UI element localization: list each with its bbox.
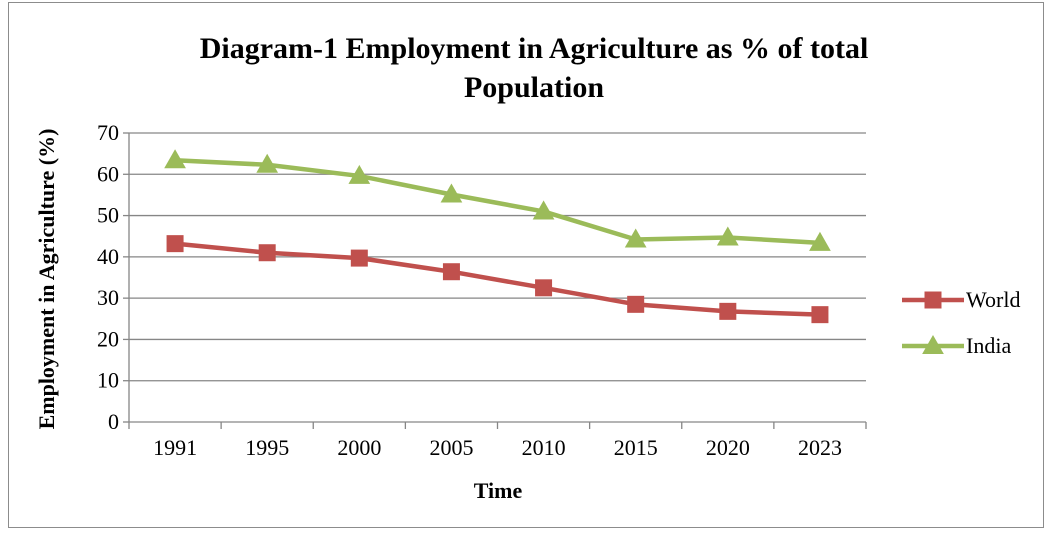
- legend-label-world: World: [966, 287, 1020, 312]
- data-point-india: [809, 231, 831, 251]
- series: [164, 149, 831, 324]
- y-tick-label: 50: [97, 203, 119, 228]
- data-point-india: [164, 149, 186, 169]
- x-tick-label: 2015: [614, 435, 658, 460]
- line-chart: Diagram-1 Employment in Agriculture as %…: [34, 32, 1020, 503]
- chart-title-line-1: Diagram-1 Employment in Agriculture as %…: [200, 32, 869, 65]
- x-axis-title: Time: [474, 478, 523, 503]
- x-tick-label: 2023: [798, 435, 842, 460]
- y-tick-label: 20: [97, 326, 119, 351]
- x-tick-label: 1991: [153, 435, 197, 460]
- y-tick-label: 30: [97, 285, 119, 310]
- data-point-world: [442, 263, 460, 281]
- x-tick-labels: 1991 1995 2000 2005 2010 2015 2020 2023: [153, 435, 842, 460]
- y-tick-label: 10: [97, 368, 119, 393]
- legend-marker-world: [924, 291, 942, 309]
- y-tick-label: 70: [97, 120, 119, 145]
- gridlines: [129, 132, 866, 382]
- data-point-world: [811, 306, 829, 324]
- data-point-india: [532, 200, 555, 220]
- y-tick-label: 40: [97, 244, 119, 269]
- legend-label-india: India: [966, 333, 1011, 358]
- data-point-india: [624, 228, 647, 248]
- x-tick-label: 1995: [245, 435, 289, 460]
- data-point-world: [719, 302, 737, 320]
- y-tick-label: 60: [97, 161, 119, 186]
- y-tick-labels: 0 10 20 30 40 50 60 70: [97, 120, 119, 434]
- data-point-india: [348, 164, 371, 184]
- x-tick-label: 2000: [337, 435, 381, 460]
- data-point-world: [350, 249, 368, 267]
- data-point-india: [716, 226, 739, 246]
- series-line-world: [174, 241, 821, 317]
- x-tick-label: 2005: [429, 435, 473, 460]
- x-tick-label: 2010: [522, 435, 566, 460]
- chart-frame: Diagram-1 Employment in Agriculture as %…: [8, 2, 1044, 528]
- data-point-india: [256, 153, 279, 173]
- axes: [123, 132, 867, 429]
- data-point-world: [627, 295, 645, 313]
- chart-title-line-2: Population: [464, 71, 604, 104]
- legend: World India: [902, 287, 1020, 358]
- data-point-world: [258, 244, 276, 262]
- x-tick-label: 2020: [706, 435, 750, 460]
- legend-marker-india: [922, 334, 944, 354]
- y-tick-label: 0: [108, 409, 119, 434]
- series-line-india: [174, 158, 821, 246]
- data-point-india: [440, 183, 463, 203]
- data-point-world: [535, 279, 553, 297]
- data-point-world: [166, 235, 184, 253]
- y-axis-title: Employment in Agriculture (%): [34, 129, 59, 430]
